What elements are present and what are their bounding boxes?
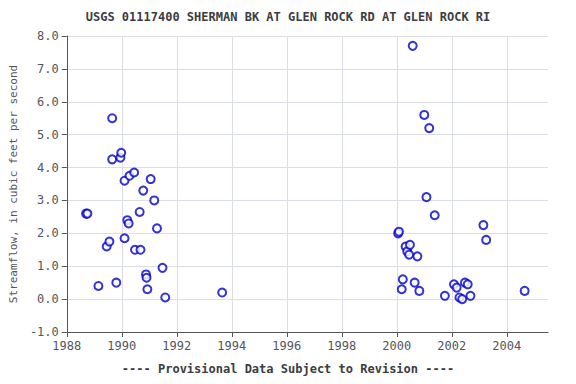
svg-text:1992: 1992 xyxy=(162,339,191,353)
svg-text:-1.0: -1.0 xyxy=(30,325,59,339)
svg-text:1996: 1996 xyxy=(272,339,301,353)
svg-text:1994: 1994 xyxy=(217,339,246,353)
svg-text:1988: 1988 xyxy=(52,339,81,353)
svg-text:2000: 2000 xyxy=(382,339,411,353)
svg-text:0.0: 0.0 xyxy=(37,292,59,306)
svg-text:1.0: 1.0 xyxy=(37,259,59,273)
svg-text:8.0: 8.0 xyxy=(37,29,59,43)
svg-text:6.0: 6.0 xyxy=(37,95,59,109)
svg-text:5.0: 5.0 xyxy=(37,128,59,142)
svg-text:2.0: 2.0 xyxy=(37,226,59,240)
svg-text:USGS 01117400 SHERMAN BK AT GL: USGS 01117400 SHERMAN BK AT GLEN ROCK RD… xyxy=(86,10,491,24)
svg-text:1998: 1998 xyxy=(327,339,356,353)
svg-text:1990: 1990 xyxy=(107,339,136,353)
svg-text:4.0: 4.0 xyxy=(37,161,59,175)
svg-text:Streamflow, in cubic feet per: Streamflow, in cubic feet per second xyxy=(7,65,20,303)
svg-text:2002: 2002 xyxy=(437,339,466,353)
svg-text:7.0: 7.0 xyxy=(37,62,59,76)
svg-text:---- Provisional Data Subject: ---- Provisional Data Subject to Revisio… xyxy=(122,362,454,376)
svg-text:2004: 2004 xyxy=(492,339,521,353)
svg-text:3.0: 3.0 xyxy=(37,193,59,207)
